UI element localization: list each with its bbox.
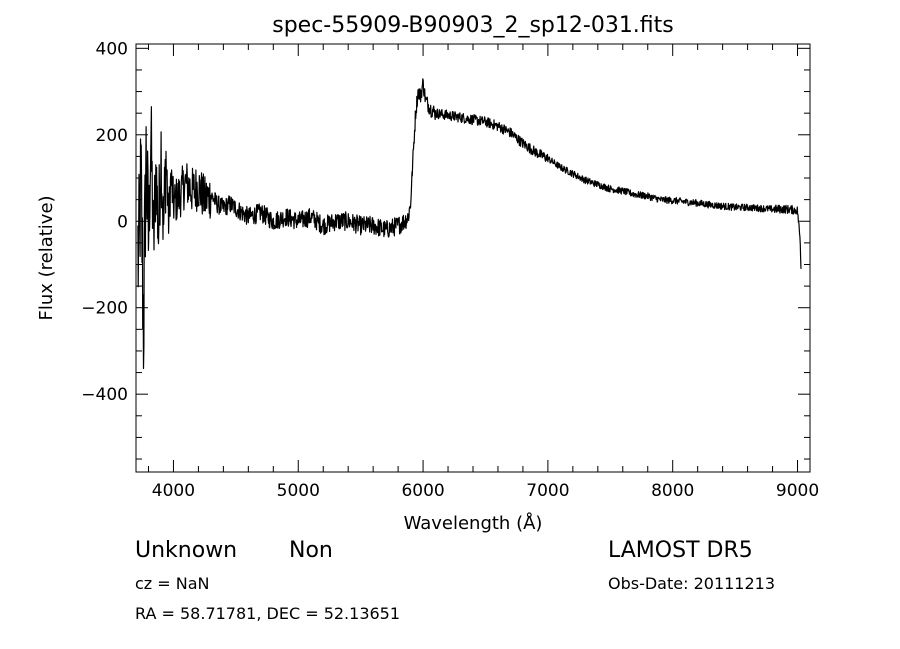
x-tick-label: 8000 bbox=[651, 481, 694, 501]
x-tick-label: 4000 bbox=[152, 481, 195, 501]
x-tick-label: 5000 bbox=[277, 481, 320, 501]
y-tick-label: 400 bbox=[96, 39, 128, 59]
survey-name: LAMOST DR5 bbox=[608, 538, 753, 563]
axis-tick-labels: 4000 5000 6000 7000 8000 9000 −400 −200 0 200 400 bbox=[81, 39, 819, 501]
y-tick-label: −200 bbox=[81, 299, 128, 319]
coordinates: RA = 58.71781, DEC = 52.13651 bbox=[135, 604, 401, 623]
object-subclass: Non bbox=[289, 538, 333, 563]
redshift-cz: cz = NaN bbox=[135, 574, 210, 593]
x-axis-label: Wavelength (Å) bbox=[404, 512, 543, 534]
y-tick-label: −400 bbox=[81, 385, 128, 405]
spectrum-line bbox=[137, 78, 802, 370]
y-tick-label: 200 bbox=[96, 126, 128, 146]
axis-ticks bbox=[136, 44, 810, 472]
chart-title: spec-55909-B90903_2_sp12-031.fits bbox=[272, 13, 674, 38]
y-axis-label: Flux (relative) bbox=[36, 195, 57, 320]
y-tick-label: 0 bbox=[117, 212, 128, 232]
observation-date: Obs-Date: 20111213 bbox=[608, 574, 776, 593]
x-tick-label: 7000 bbox=[526, 481, 569, 501]
x-tick-label: 6000 bbox=[401, 481, 444, 501]
object-class: Unknown bbox=[135, 538, 238, 563]
plot-frame bbox=[135, 43, 811, 473]
x-tick-label: 9000 bbox=[776, 481, 819, 501]
